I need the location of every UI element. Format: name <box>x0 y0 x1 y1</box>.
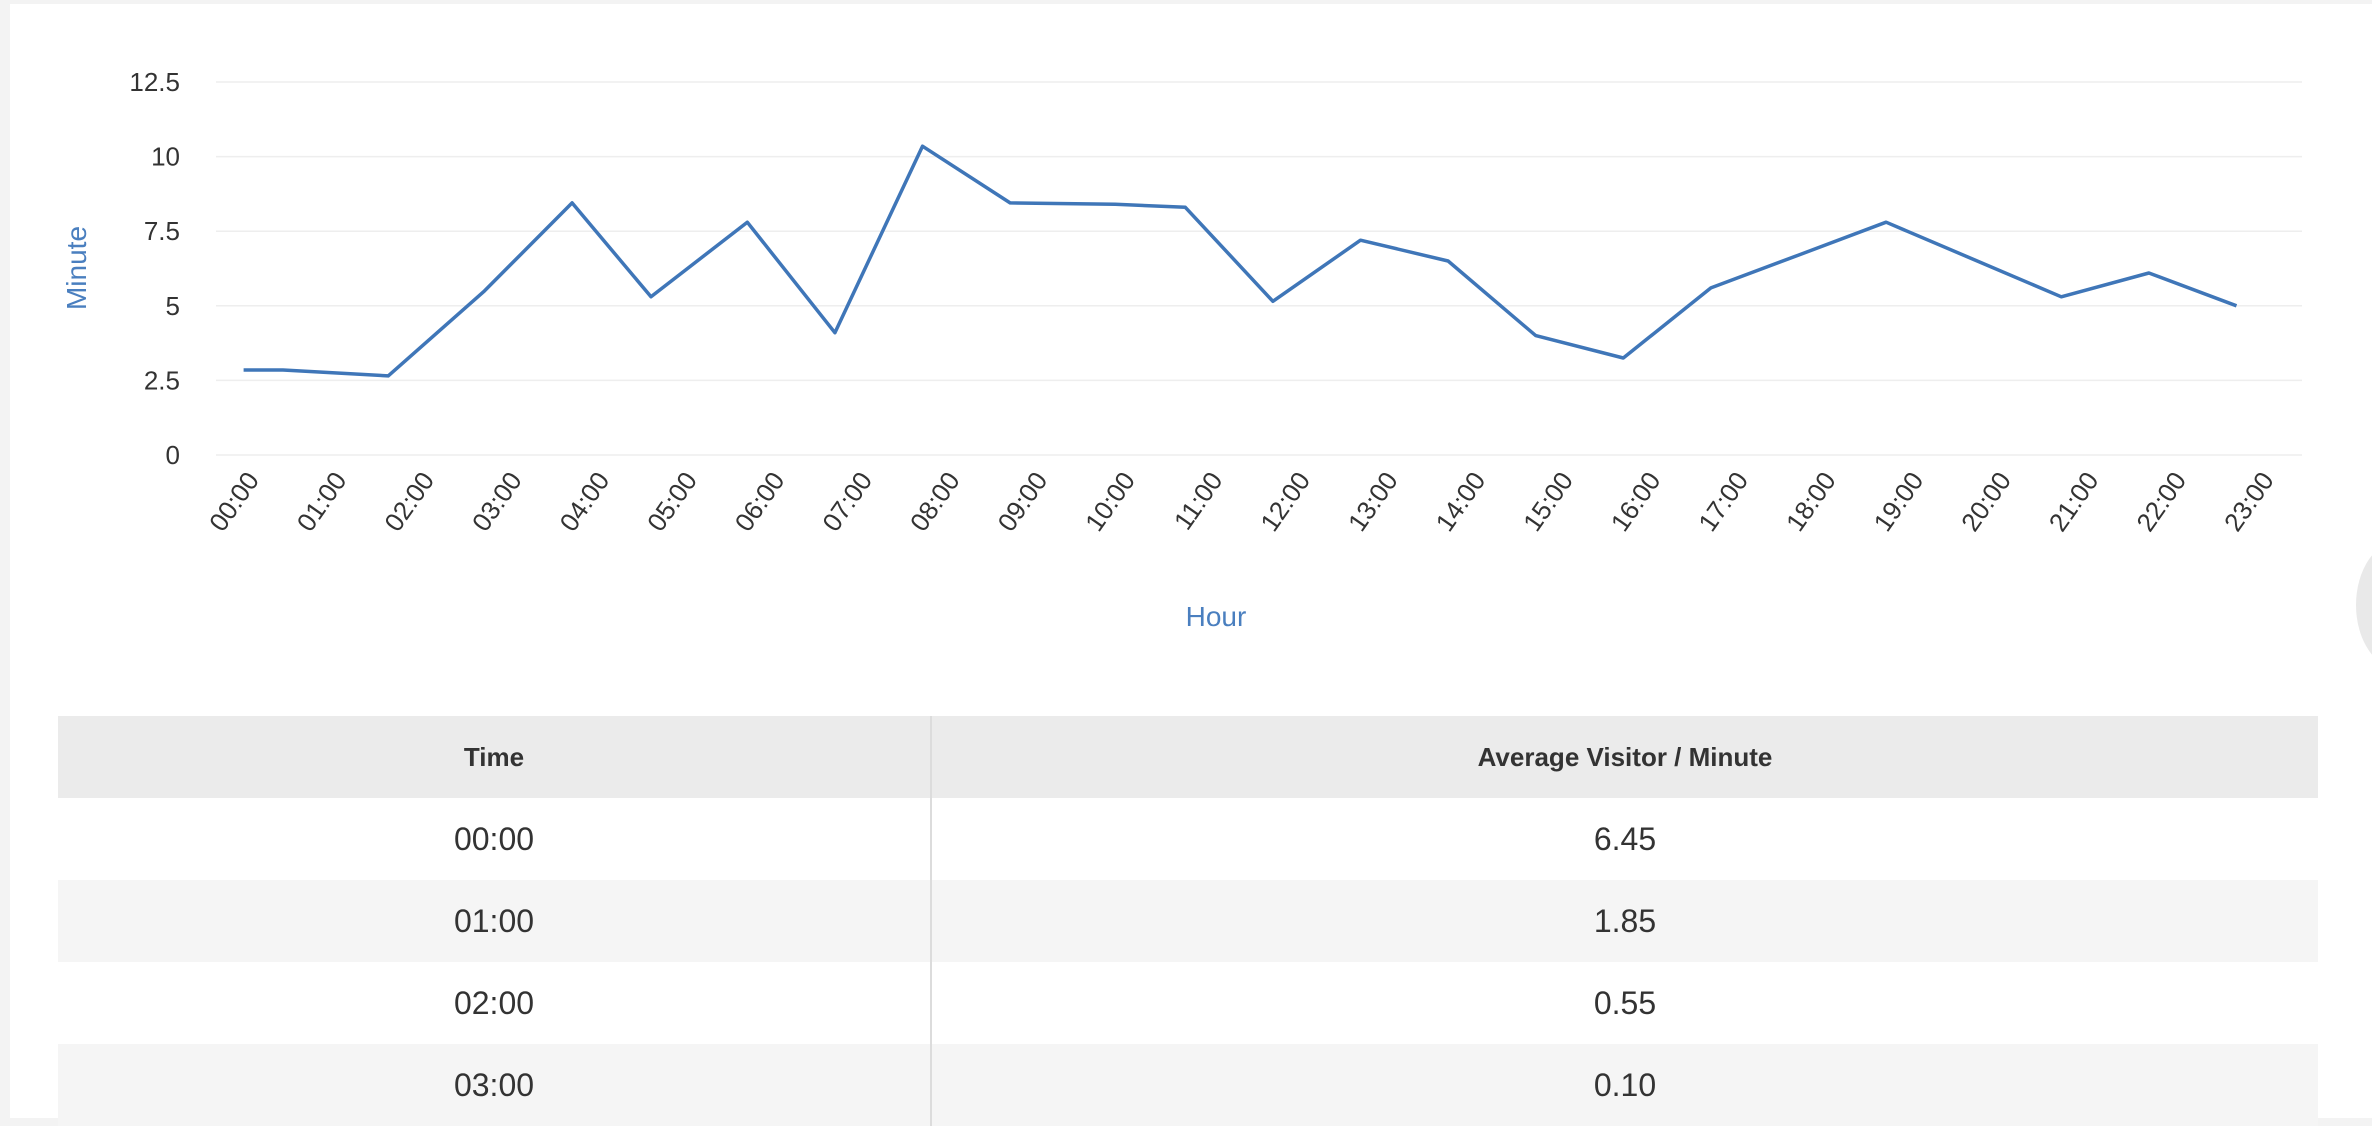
visitor-table-container: Time Average Visitor / Minute 00:00 6.45… <box>58 716 2318 1126</box>
table-row: 03:00 0.10 <box>58 1044 2318 1126</box>
x-tick-label: 12:00 <box>1254 466 1316 537</box>
x-tick-label: 13:00 <box>1342 466 1404 537</box>
y-tick-label: 10 <box>151 142 180 172</box>
x-tick-label: 06:00 <box>729 466 791 537</box>
table-cell-average: 0.55 <box>931 962 2318 1044</box>
x-tick-label: 19:00 <box>1867 466 1929 537</box>
x-tick-label: 05:00 <box>641 466 703 537</box>
table-cell-average: 6.45 <box>931 798 2318 880</box>
table-cell-average: 1.85 <box>931 880 2318 962</box>
x-tick-label: 03:00 <box>466 466 528 537</box>
table-header-row: Time Average Visitor / Minute <box>58 716 2318 798</box>
table-row: 02:00 0.55 <box>58 962 2318 1044</box>
series-line-0[interactable] <box>243 144 2238 378</box>
y-tick-label: 2.5 <box>144 365 180 395</box>
x-tick-label: 21:00 <box>2043 466 2105 537</box>
x-tick-label: 20:00 <box>1955 466 2017 537</box>
x-tick-label: 15:00 <box>1517 466 1579 537</box>
y-axis-title: Minute <box>61 226 92 310</box>
table-cell-time: 03:00 <box>58 1044 932 1126</box>
x-axis-title: Hour <box>1186 601 1247 632</box>
x-tick-label: 16:00 <box>1605 466 1667 537</box>
x-tick-label: 22:00 <box>2130 466 2192 537</box>
x-tick-label: 01:00 <box>291 466 353 537</box>
x-tick-label: 11:00 <box>1168 466 1229 535</box>
x-tick-label: 02:00 <box>378 466 440 537</box>
x-tick-label: 18:00 <box>1780 466 1842 537</box>
table-row: 00:00 6.45 <box>58 798 2318 880</box>
x-tick-label: 04:00 <box>553 466 615 537</box>
table-row: 01:00 1.85 <box>58 880 2318 962</box>
table-cell-time: 01:00 <box>58 880 932 962</box>
table-cell-average: 0.10 <box>931 1044 2318 1126</box>
y-tick-label: 7.5 <box>144 216 180 246</box>
x-tick-label: 00:00 <box>203 466 265 537</box>
table-cell-time: 02:00 <box>58 962 932 1044</box>
table-cell-time: 00:00 <box>58 798 932 880</box>
chart-grid <box>216 81 2302 456</box>
x-tick-label: 09:00 <box>991 466 1053 537</box>
y-tick-label: 12.5 <box>129 67 180 97</box>
visitors-line-chart: 0 2.5 5 7.5 10 12.5 00:00 01:00 02:00 03:00 04:00… <box>61 67 2302 632</box>
y-tick-label: 0 <box>166 440 180 470</box>
column-header-time[interactable]: Time <box>58 716 932 798</box>
x-tick-label: 10:00 <box>1079 466 1141 537</box>
visitor-table: Time Average Visitor / Minute 00:00 6.45… <box>58 716 2318 1126</box>
x-tick-label: 23:00 <box>2218 466 2280 537</box>
x-tick-label: 14:00 <box>1429 466 1491 537</box>
column-header-average[interactable]: Average Visitor / Minute <box>931 716 2318 798</box>
x-tick-label: 08:00 <box>904 466 966 537</box>
x-axis-ticks: 00:00 01:00 02:00 03:00 04:00 05:00 06:00 07:00… <box>203 466 2280 537</box>
y-tick-label: 5 <box>166 291 180 321</box>
x-tick-label: 07:00 <box>816 466 878 537</box>
y-axis-ticks: 0 2.5 5 7.5 10 12.5 <box>129 67 180 470</box>
x-tick-label: 17:00 <box>1692 466 1754 537</box>
chart-series <box>243 144 2238 378</box>
